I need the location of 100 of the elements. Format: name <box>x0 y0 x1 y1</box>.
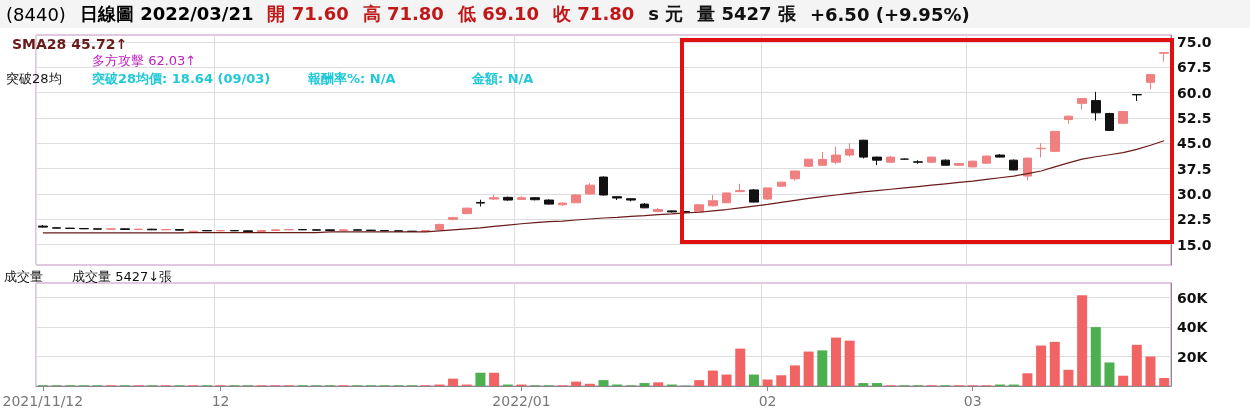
candlestick <box>257 229 266 233</box>
y-tick-label: 45.0 <box>1177 135 1212 152</box>
candlestick <box>1036 142 1046 158</box>
candlestick <box>653 207 663 213</box>
candlestick <box>530 196 540 201</box>
candlestick <box>845 142 854 158</box>
bar <box>789 365 800 386</box>
bar <box>803 351 814 386</box>
y-tick-label: 20K <box>1177 348 1209 365</box>
candlestick <box>831 146 841 165</box>
candlestick <box>544 198 554 205</box>
candlestick <box>927 156 936 164</box>
bar <box>1077 295 1088 386</box>
candlestick <box>1023 157 1032 181</box>
line-series <box>42 140 1165 234</box>
candlestick <box>175 228 184 231</box>
bar <box>1049 341 1060 386</box>
candlestick <box>790 170 800 181</box>
candlestick <box>900 157 909 160</box>
bar <box>1036 345 1047 386</box>
y-tick-label: 52.5 <box>1177 109 1212 126</box>
annotation: 多方攻擊 62.03↑ <box>92 52 197 70</box>
bar <box>748 374 759 386</box>
bar <box>653 382 664 386</box>
candlestick <box>1132 93 1142 102</box>
annotation: 報酬率%: N/A <box>308 70 396 88</box>
bar <box>1063 369 1074 386</box>
candlestick <box>476 199 485 207</box>
y-tick-label: 67.5 <box>1177 59 1212 76</box>
candlestick <box>1009 158 1018 171</box>
candlestick <box>1105 112 1114 132</box>
annotation: 成交量 5427↓張 <box>72 268 173 286</box>
bar <box>844 340 855 386</box>
candlestick <box>749 188 759 203</box>
bar <box>735 348 746 386</box>
candlestick <box>558 201 567 207</box>
candlestick <box>859 139 868 159</box>
candlestick <box>640 202 649 209</box>
x-tick-label: 2021/11/12 <box>2 393 84 409</box>
chart-title: 成交量 <box>4 268 43 286</box>
x-tick-label: 12 <box>211 393 230 409</box>
annotation: 金額: N/A <box>472 70 534 88</box>
text: 收 71.80 <box>553 2 635 26</box>
bar <box>1090 327 1101 386</box>
y-tick-label: 60.0 <box>1177 84 1212 101</box>
candlestick <box>1064 115 1073 125</box>
bar <box>571 381 582 386</box>
bar <box>598 380 609 386</box>
bar <box>762 379 773 386</box>
candlestick <box>571 193 581 204</box>
candlestick <box>872 156 882 166</box>
bar <box>830 337 841 386</box>
candlestick <box>435 223 444 231</box>
candlestick <box>1050 130 1060 153</box>
candlestick <box>982 155 991 165</box>
candlestick <box>1118 110 1128 125</box>
candlestick <box>243 230 253 233</box>
candlestick <box>1091 91 1101 122</box>
bar <box>817 350 828 386</box>
candlestick <box>312 228 321 231</box>
candlestick <box>325 228 335 232</box>
bar <box>584 383 595 386</box>
bar <box>475 372 486 386</box>
candlestick <box>271 228 280 232</box>
candlestick <box>763 187 772 201</box>
candlestick <box>1159 52 1169 63</box>
annotation: 突破28均 <box>6 70 62 88</box>
bar <box>1104 362 1115 386</box>
candlestick <box>599 175 608 197</box>
bar <box>1131 344 1142 386</box>
candlestick <box>667 210 677 214</box>
candlestick <box>1146 74 1155 90</box>
bar <box>776 375 787 386</box>
candlestick <box>913 159 923 165</box>
bar <box>858 383 869 386</box>
candlestick <box>585 182 595 196</box>
text: 低 69.10 <box>457 2 540 26</box>
text: s 元 <box>648 2 684 26</box>
candlestick <box>339 228 348 232</box>
candlestick <box>777 181 786 188</box>
candlestick <box>38 224 48 228</box>
candlestick <box>995 153 1005 158</box>
candlestick <box>954 162 964 167</box>
candlestick <box>818 151 827 167</box>
bar <box>1159 378 1170 386</box>
bar <box>1145 356 1156 386</box>
candlestick <box>448 216 458 221</box>
text: +6.50 (+9.95%) <box>809 3 970 25</box>
y-tick-label: 15.0 <box>1177 236 1212 253</box>
candlestick <box>694 203 704 213</box>
y-tick-label: 75.0 <box>1177 33 1212 50</box>
bar <box>1118 375 1129 386</box>
candlestick <box>708 194 718 207</box>
y-tick-label: 30.0 <box>1177 185 1212 202</box>
bar <box>1022 373 1033 386</box>
chart-title: (8440) <box>6 3 66 25</box>
candlestick <box>65 227 75 230</box>
bar <box>871 383 882 386</box>
candlestick <box>886 155 895 164</box>
y-tick-label: 37.5 <box>1177 160 1212 177</box>
